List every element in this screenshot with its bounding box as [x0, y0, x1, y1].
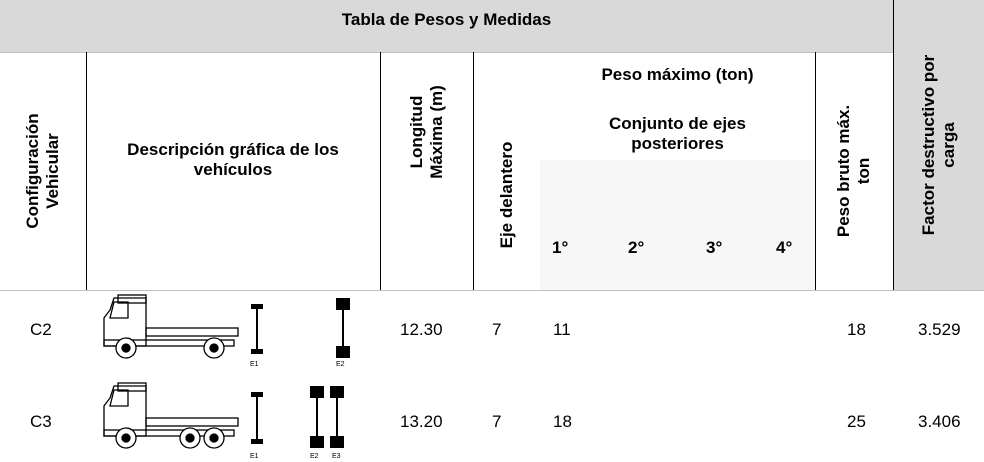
header-cell: Configuración Vehicular — [0, 52, 86, 290]
vehicle-drawing: E1 E2 — [103, 294, 350, 368]
rule — [0, 290, 984, 291]
subheader-band — [540, 160, 815, 290]
conjunto-1: 18 — [553, 412, 572, 431]
header-cell: Descripción gráfica de los vehículos — [86, 130, 380, 190]
axle-label: E1 — [250, 453, 259, 460]
axle-label: E2 — [310, 453, 319, 460]
header-text: Longitud Máxima (m) — [406, 85, 446, 179]
axle-header: 4° — [776, 238, 793, 257]
column-rule — [473, 52, 474, 290]
column-rule — [86, 52, 87, 290]
longitud: 12.30 — [400, 320, 443, 339]
title-band — [0, 0, 893, 52]
header-text: Descripción gráfica de los vehículos — [127, 140, 339, 179]
header-cell: Conjunto de ejes posteriores — [540, 112, 815, 156]
longitud: 13.20 — [400, 412, 443, 431]
header-cell: Peso máximo (ton) — [540, 62, 815, 88]
factor: 3.529 — [918, 320, 961, 339]
axle-header: 1° — [552, 238, 569, 257]
config: C3 — [30, 412, 52, 431]
header-text: Configuración Vehicular — [23, 113, 62, 229]
axle-diagram — [251, 298, 350, 358]
config: C2 — [30, 320, 52, 339]
axle-label: E2 — [336, 361, 345, 368]
header-text: Peso máximo (ton) — [601, 65, 754, 84]
peso-bruto: 25 — [847, 412, 866, 431]
header-text: Factor destructivo por carga — [918, 54, 958, 236]
axle-label: E1 — [250, 361, 259, 368]
header-cell: Peso bruto máx. ton — [815, 52, 893, 290]
eje-delantero: 7 — [492, 412, 502, 431]
truck — [103, 294, 239, 359]
factor: 3.406 — [918, 412, 961, 431]
peso-bruto: 18 — [847, 320, 866, 339]
conjunto-1: 11 — [553, 320, 571, 339]
header-text: Peso bruto máx. ton — [834, 104, 873, 238]
table-title: Tabla de Pesos y Medidas — [0, 0, 893, 40]
truck — [103, 382, 239, 449]
column-rule — [815, 52, 816, 290]
header-text: Eje delantero — [496, 141, 516, 249]
axle-diagram — [251, 386, 344, 448]
header-cell: Eje delantero — [473, 100, 540, 290]
header-cell: Longitud Máxima (m) — [380, 52, 473, 212]
axle-header: 3° — [706, 238, 723, 257]
vehicle-drawing: E1 E2 E3 — [103, 382, 344, 460]
title-text: Tabla de Pesos y Medidas — [341, 10, 552, 29]
rule — [0, 52, 893, 53]
header-cell: Factor destructivo por carga — [893, 0, 984, 290]
header-text: Conjunto de ejes posteriores — [609, 114, 746, 153]
axle-label: E3 — [332, 453, 341, 460]
column-rule — [893, 0, 894, 290]
eje-delantero: 7 — [492, 320, 502, 339]
axle-header: 2° — [628, 238, 645, 257]
column-rule — [380, 52, 381, 290]
factor-band — [893, 0, 984, 290]
